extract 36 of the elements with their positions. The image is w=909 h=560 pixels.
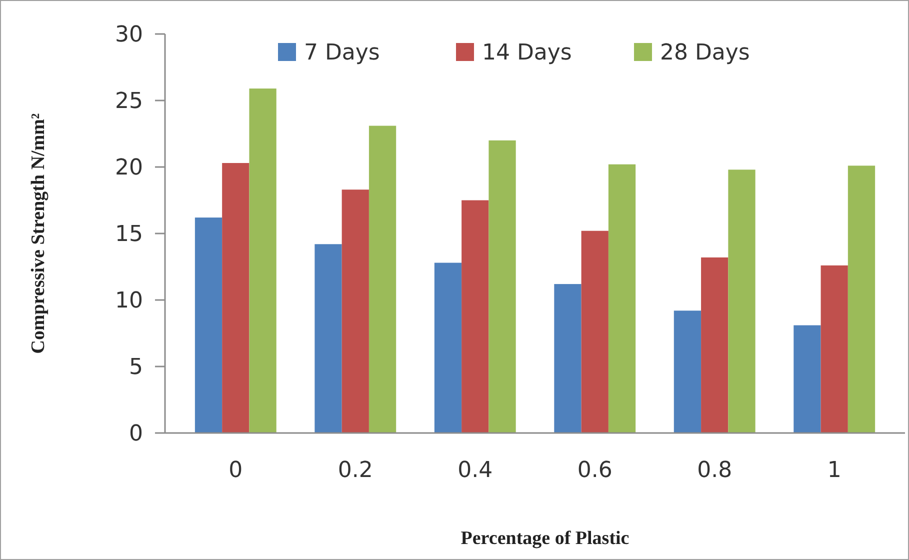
x-tick-label: 1: [827, 458, 842, 483]
bar: [581, 230, 608, 433]
y-tick-label: 30: [115, 22, 143, 48]
bar: [222, 163, 250, 433]
bar: [488, 140, 516, 433]
bar: [608, 164, 636, 433]
x-tick-label: 0.4: [458, 458, 493, 483]
x-tick-label: 0.6: [577, 458, 612, 483]
bar: [554, 284, 582, 433]
bar: [314, 244, 342, 433]
bar: [820, 265, 848, 433]
y-tick-label: 10: [115, 288, 143, 314]
bar: [368, 126, 396, 433]
x-tick-label: 0.8: [697, 458, 732, 483]
y-tick-label: 5: [129, 355, 143, 380]
y-tick-label: 20: [115, 156, 143, 181]
bar: [249, 88, 276, 433]
bar: [462, 200, 489, 433]
legend-label: 7 Days: [304, 40, 380, 66]
bar: [848, 166, 876, 433]
bar: [674, 310, 702, 433]
bar: [342, 190, 369, 433]
y-tick-label: 0: [129, 422, 143, 447]
legend-label: 14 Days: [482, 40, 572, 66]
x-axis-title: Percentage of Plastic: [460, 528, 630, 549]
y-tick-label: 25: [115, 89, 143, 114]
y-tick-label: 15: [115, 222, 143, 248]
bar: [434, 262, 462, 433]
x-tick-label: 0.2: [338, 458, 373, 483]
bar: [701, 257, 728, 433]
y-axis-title: Compressive Strength N/mm²: [28, 113, 49, 354]
legend-label: 28 Days: [660, 40, 750, 66]
bar: [194, 218, 222, 433]
x-tick-label: 0: [228, 458, 243, 483]
bar: [728, 170, 756, 433]
bar: [794, 325, 821, 433]
